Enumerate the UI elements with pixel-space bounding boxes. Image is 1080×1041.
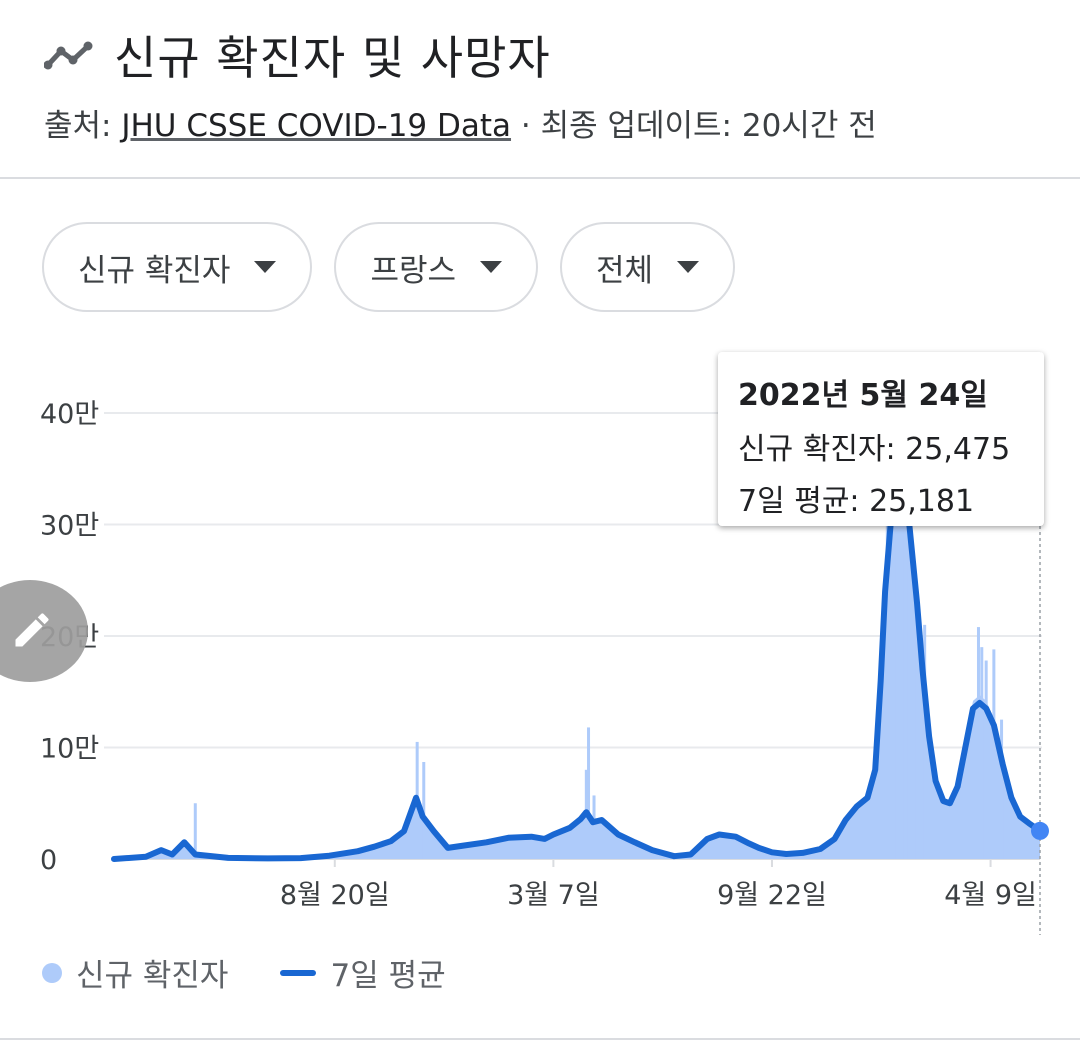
tooltip-date: 2022년 5월 24일 — [738, 378, 988, 413]
y-tick-label: 0 — [40, 845, 57, 876]
x-tick-label: 9월 22일 — [717, 880, 827, 911]
bar-legend-swatch — [42, 962, 62, 983]
daily-case-bar — [992, 649, 996, 859]
dropdown-arrow-icon — [480, 261, 503, 273]
daily-cases-area — [114, 472, 1040, 859]
daily-case-bar — [885, 485, 889, 859]
metric-filter-label: 신규 확진자 — [78, 252, 231, 289]
filter-chips: 신규 확진자 프랑스 전체 — [42, 222, 757, 312]
tooltip-average: 7일 평균: 25,181 — [738, 484, 975, 519]
daily-case-bar — [976, 627, 980, 859]
metric-filter-chip[interactable]: 신규 확진자 — [42, 222, 313, 312]
daily-case-bar — [193, 803, 197, 859]
hover-point — [1031, 821, 1049, 840]
chart-card-header: 신규 확진자 및 사망자 출처: JHU CSSE COVID-19 Data … — [0, 0, 1080, 178]
chart-tooltip: 2022년 5월 24일 신규 확진자: 25,475 7일 평균: 25,18… — [718, 352, 1044, 526]
daily-case-bar — [892, 446, 896, 859]
legend-new-cases: 신규 확진자 — [76, 958, 229, 994]
tooltip-new-cases: 신규 확진자: 25,475 — [738, 432, 1011, 467]
y-tick-label: 30만 — [40, 511, 99, 542]
trend-line-icon — [44, 41, 93, 70]
daily-case-bar — [923, 624, 927, 859]
title-row: 신규 확진자 및 사망자 — [44, 22, 551, 88]
x-tick-label: 3월 7일 — [507, 880, 600, 911]
dropdown-arrow-icon — [677, 261, 700, 273]
source-line: 출처: JHU CSSE COVID-19 Data · 최종 업데이트: 20… — [44, 100, 877, 145]
header-divider — [0, 177, 1080, 179]
y-tick-label: 10만 — [40, 734, 99, 765]
daily-case-bar — [915, 624, 919, 859]
source-link[interactable]: JHU CSSE COVID-19 Data — [121, 108, 512, 144]
legend-average: 7일 평균 — [330, 958, 446, 994]
daily-case-bar — [900, 524, 904, 859]
page-title: 신규 확진자 및 사망자 — [114, 31, 551, 85]
average-line — [111, 488, 1043, 862]
update-info: · 최종 업데이트: 20시간 전 — [511, 108, 877, 144]
period-filter-label: 전체 — [596, 252, 654, 289]
source-prefix: 출처: — [44, 108, 122, 144]
daily-case-bar — [587, 727, 591, 859]
y-tick-label: 40만 — [40, 399, 99, 430]
country-filter-label: 프랑스 — [370, 252, 457, 289]
pencil-icon — [15, 613, 49, 647]
chart-legend: 신규 확진자 7일 평균 — [42, 950, 446, 995]
period-filter-chip[interactable]: 전체 — [560, 222, 736, 312]
dropdown-arrow-icon — [254, 261, 277, 273]
x-tick-label: 4월 9일 — [944, 880, 1037, 911]
daily-case-bar — [907, 457, 911, 859]
country-filter-chip[interactable]: 프랑스 — [334, 222, 539, 312]
line-legend-swatch — [280, 969, 317, 976]
daily-case-bar — [422, 761, 426, 859]
daily-case-bar — [980, 647, 984, 859]
daily-case-bar — [984, 660, 988, 859]
daily-case-bar — [1000, 719, 1004, 859]
bottom-divider — [0, 1038, 1080, 1040]
x-tick-label: 8월 20일 — [280, 880, 390, 911]
daily-case-bar — [592, 795, 596, 859]
